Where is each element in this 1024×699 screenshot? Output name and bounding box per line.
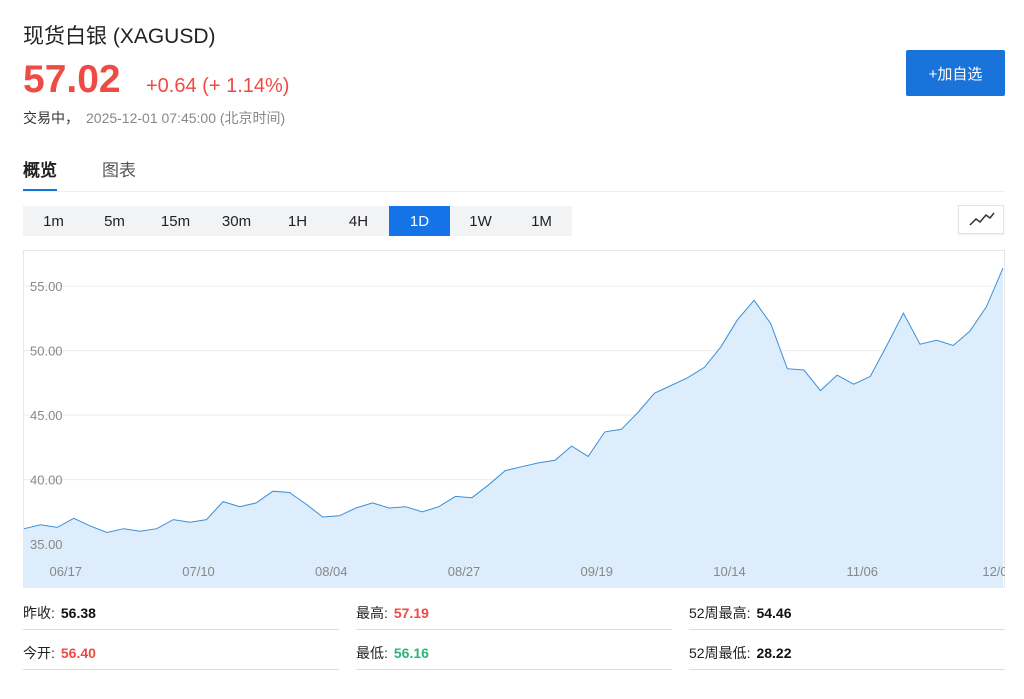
stat-value: 56.38 (60, 605, 96, 621)
x-tick-label: 06/17 (50, 564, 83, 579)
stat-label: 今开: (23, 645, 55, 661)
y-tick-label: 40.00 (30, 473, 63, 488)
period-button[interactable]: 15m (160, 212, 191, 230)
y-tick-label: 55.00 (30, 279, 63, 294)
stat-value: 28.22 (756, 645, 792, 661)
y-tick-label: 45.00 (30, 408, 63, 423)
x-tick-label: 08/04 (315, 564, 348, 579)
stat: 52周最高: 54.46 (689, 597, 1005, 630)
period-button[interactable]: 4H (348, 212, 369, 230)
time: 2025-12-01 07:45:00 (北京时间) (86, 110, 286, 126)
x-tick-label: 07/10 (182, 564, 215, 579)
x-tick-label: 10/14 (713, 564, 746, 579)
stat: 最低: 56.16 (356, 637, 672, 670)
period-button[interactable]: 1m (43, 212, 64, 230)
stat-value: 56.40 (60, 645, 96, 661)
stat-label: 最低: (356, 645, 388, 661)
period-bar: 1m 5m 15m 30m 1H 4H 1D 1W 1M (23, 206, 572, 236)
stat-label: 52周最低: (689, 645, 751, 661)
x-tick-label: 08/27 (448, 564, 481, 579)
line (23, 267, 1004, 534)
period-button[interactable]: 1M (531, 212, 552, 230)
stat: 52周最低: 28.22 (689, 637, 1005, 670)
change-pct: (+ 1.14%) (202, 75, 290, 97)
period-button[interactable]: 5m (104, 212, 125, 230)
follow-button[interactable]: +加自选 (906, 50, 1005, 96)
change: +0.64 (+ 1.14%) (146, 75, 289, 98)
y-tick-label: 50.00 (30, 344, 63, 359)
tab[interactable]: 概览 (23, 156, 57, 192)
stat-value: 57.19 (393, 605, 429, 621)
stat-value: 56.16 (393, 645, 429, 661)
tab[interactable]: 图表 (102, 161, 136, 180)
stat-label: 最高: (356, 605, 388, 621)
period-button[interactable]: 1H (287, 212, 308, 230)
divider (23, 191, 1005, 192)
change-value: +0.64 (146, 75, 197, 97)
period-button[interactable]: 1W (469, 212, 492, 230)
chart: 35.00 40.00 45.00 50.00 55.00 06/17 07/10 08/04… (23, 250, 1005, 588)
y-tick-label: 35.00 (30, 537, 63, 552)
chart-type-button[interactable] (958, 205, 1004, 234)
period-button[interactable]: 30m (221, 212, 252, 230)
stat: 最高: 57.19 (356, 597, 672, 630)
stat-value: 54.46 (756, 605, 792, 621)
price: 57.02 (23, 58, 121, 101)
stat-label: 昨收: (23, 605, 55, 621)
tabs: 概览 图表 (23, 156, 136, 192)
status: 交易中， (23, 110, 79, 126)
chart-icon (969, 212, 995, 226)
stat: 今开: 56.40 (23, 637, 339, 670)
title: 现货白银 (XAGUSD) (23, 25, 216, 48)
area (24, 268, 1003, 588)
period-button[interactable]: 1D (389, 206, 450, 236)
x-tick-label: 11/06 (846, 564, 878, 579)
x-tick-label: 09/19 (580, 564, 613, 579)
x-tick-label: 12/0 (982, 564, 1005, 579)
stat-label: 52周最高: (689, 605, 751, 621)
stat: 昨收: 56.38 (23, 597, 339, 630)
